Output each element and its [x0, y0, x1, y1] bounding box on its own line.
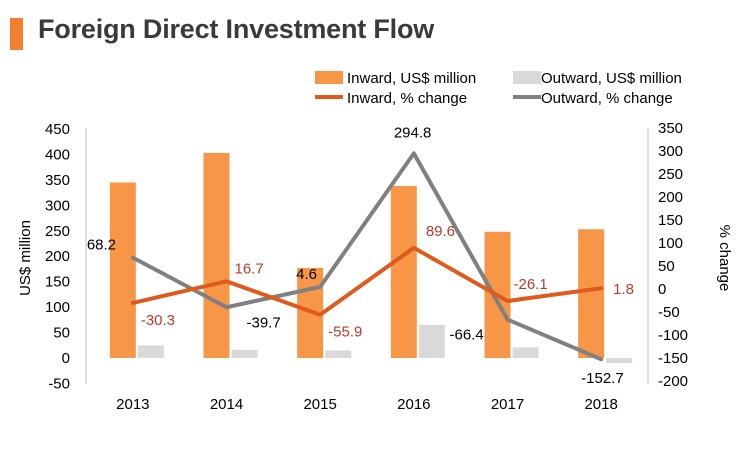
y-left-tick-label: 450 [45, 121, 70, 138]
y-left-tick-label: 250 [45, 223, 70, 240]
legend-label-outward-usd: Outward, US$ million [541, 70, 682, 87]
data-label-inward-pct: 89.6 [426, 223, 455, 240]
line-inward-pct [130, 245, 604, 317]
y-left-tick-label: 200 [45, 248, 70, 265]
chart-title: Foreign Direct Investment Flow [38, 14, 435, 44]
legend-swatch-inward-usd [315, 71, 343, 84]
y-right-tick-label: -100 [658, 327, 688, 344]
y-axis-right-label: % change [716, 225, 733, 292]
legend-label-outward-pct: Outward, % change [541, 90, 673, 107]
x-tick-label: 2017 [491, 396, 524, 413]
bar-outward-usd [418, 324, 445, 358]
x-tick-label: 2015 [303, 396, 336, 413]
y-right-tick-label: 200 [658, 189, 683, 206]
data-label-inward-pct: -26.1 [514, 276, 548, 293]
bar-inward-usd [203, 152, 230, 358]
x-tick-label: 2016 [397, 396, 430, 413]
legend-label-inward-pct: Inward, % change [347, 90, 467, 107]
y-left-tick-label: -50 [48, 375, 70, 392]
data-label-inward-pct: 1.8 [613, 281, 634, 298]
data-label-inward-pct: -30.3 [141, 312, 175, 329]
data-label-outward-pct: -66.4 [450, 327, 484, 344]
x-tick-label: 2018 [584, 396, 617, 413]
bar-outward-usd [137, 345, 164, 358]
bar-outward-usd [231, 349, 258, 358]
bar-inward-usd [109, 182, 136, 358]
legend-swatch-outward-usd [513, 71, 541, 84]
data-label-outward-pct: 68.2 [87, 237, 116, 254]
legend: Inward, US$ million Outward, US$ million… [315, 70, 682, 107]
data-label-inward-pct: 16.7 [235, 260, 264, 277]
y-right-tick-label: 350 [658, 120, 683, 137]
y-axis-left-label: US$ million [17, 220, 34, 296]
legend-label-inward-usd: Inward, US$ million [347, 70, 476, 87]
bar-inward-usd [390, 185, 417, 358]
data-label-outward-pct: 4.6 [296, 266, 317, 283]
y-left-tick-label: 0 [62, 350, 70, 367]
title-accent-bar [10, 18, 23, 50]
line-outward-pct [130, 151, 604, 362]
y-right-tick-label: -50 [658, 304, 680, 321]
y-right-tick-label: -200 [658, 373, 688, 390]
y-left-tick-label: 50 [53, 325, 70, 342]
x-tick-label: 2013 [116, 396, 149, 413]
data-label-outward-pct: -39.7 [247, 314, 281, 331]
y-left-tick-label: 350 [45, 172, 70, 189]
y-right-tick-label: 150 [658, 212, 683, 229]
y-left-tick-label: 100 [45, 299, 70, 316]
bar-outward-usd [325, 350, 352, 358]
y-right-tick-label: 50 [658, 258, 675, 275]
bar-inward-usd [578, 229, 605, 358]
bar-outward-usd [606, 358, 633, 364]
y-right-tick-label: 0 [658, 281, 666, 298]
data-label-outward-pct: -152.7 [581, 370, 624, 387]
data-label-inward-pct: -55.9 [328, 324, 362, 341]
data-label-outward-pct: 294.8 [394, 124, 432, 141]
y-right-tick-label: -150 [658, 350, 688, 367]
y-right-tick-label: 250 [658, 166, 683, 183]
y-right-tick-label: 100 [658, 235, 683, 252]
bar-outward-usd [512, 347, 539, 358]
y-left-tick-label: 400 [45, 146, 70, 163]
y-right-tick-label: 300 [658, 143, 683, 160]
y-left-tick-label: 150 [45, 274, 70, 291]
y-left-tick-label: 300 [45, 197, 70, 214]
x-tick-label: 2014 [210, 396, 243, 413]
